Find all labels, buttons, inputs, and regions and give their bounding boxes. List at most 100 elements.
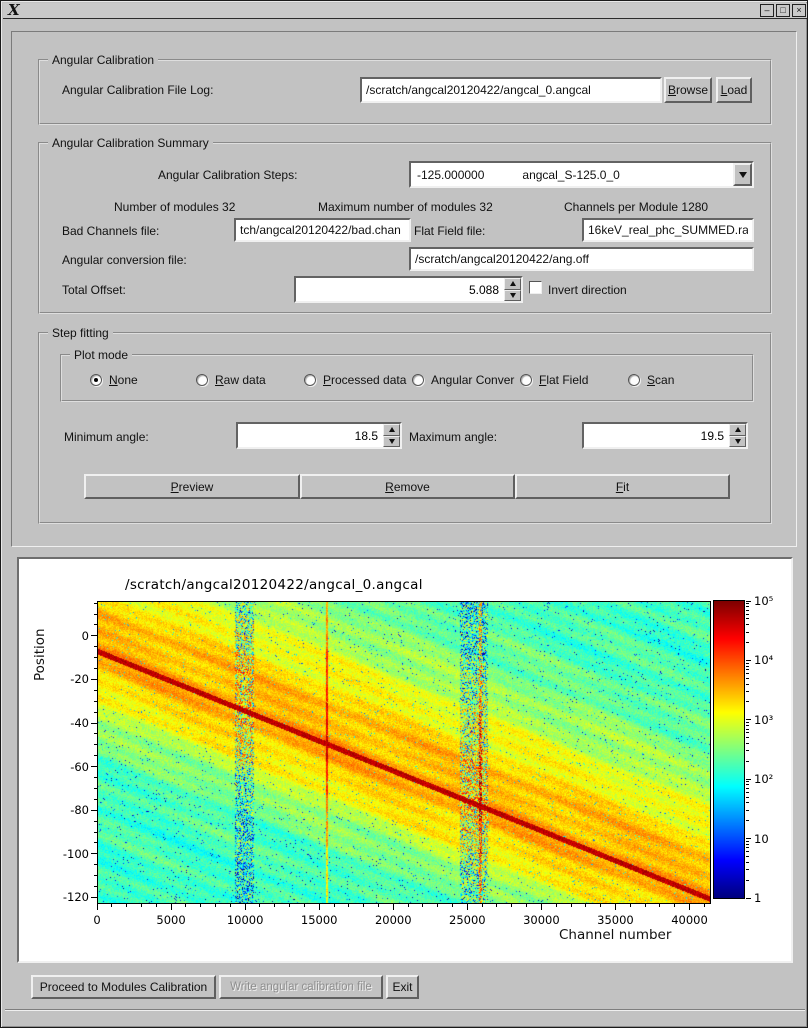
group-title-angular-calibration: Angular Calibration	[48, 53, 159, 67]
y-axis-minor-tick	[94, 624, 97, 626]
x-axis-minor-tick	[422, 904, 424, 907]
y-axis-minor-tick	[94, 646, 97, 648]
colorbar-minor-tick	[746, 673, 749, 675]
flat-field-label: Flat Field file:	[414, 224, 486, 238]
y-axis-minor-tick	[94, 798, 97, 800]
colorbar-minor-tick	[746, 677, 749, 679]
y-tick-label: -20	[70, 672, 89, 687]
spin-down-button[interactable]	[383, 435, 400, 447]
colorbar-minor-tick	[746, 760, 749, 762]
colorbar-minor-tick	[746, 725, 749, 727]
y-axis-tick	[91, 809, 97, 811]
x-axis-tick	[614, 904, 616, 910]
radio-label-angular-conversion: Angular Conver	[431, 373, 515, 387]
min-angle-input[interactable]	[238, 424, 383, 447]
steps-value-number: -125.000000	[417, 167, 485, 182]
y-axis-tick	[91, 722, 97, 724]
colorbar-minor-tick	[746, 787, 749, 789]
y-axis-minor-tick	[94, 886, 97, 888]
colorbar-minor-tick	[746, 843, 749, 845]
file-log-input[interactable]	[360, 77, 662, 103]
radio-plot-mode-raw-data[interactable]: Raw data	[196, 373, 266, 387]
x-axis-tick	[96, 904, 98, 910]
radio-plot-mode-none[interactable]: None	[90, 373, 138, 387]
colorbar-minor-tick	[746, 809, 749, 811]
spin-down-button[interactable]	[504, 289, 521, 301]
y-axis-minor-tick	[94, 657, 97, 659]
radio-plot-mode-scan[interactable]: Scan	[628, 373, 674, 387]
colorbar-minor-tick	[746, 784, 749, 786]
close-button[interactable]: ×	[792, 4, 806, 17]
x-axis-minor-tick	[363, 904, 365, 907]
min-angle-label: Minimum angle:	[64, 430, 149, 444]
colorbar-minor-tick	[746, 669, 749, 671]
statusbar	[5, 1009, 805, 1025]
colorbar-minor-tick	[746, 737, 749, 739]
colorbar-minor-tick	[746, 796, 749, 798]
radio-label-raw-data: Raw data	[215, 373, 266, 387]
invert-direction-checkbox[interactable]	[529, 281, 542, 294]
y-axis-tick	[91, 635, 97, 637]
y-axis-minor-tick	[94, 787, 97, 789]
colorbar-minor-tick	[746, 847, 749, 849]
minimize-button[interactable]: –	[760, 4, 774, 17]
proceed-button[interactable]: Proceed to Modules Calibration	[31, 975, 216, 999]
colorbar-tick-label: 10⁵	[754, 594, 774, 608]
colorbar-minor-tick	[746, 728, 749, 730]
radio-plot-mode-angular-conversion[interactable]: Angular Conver	[412, 373, 514, 387]
colorbar-tick-label: 10³	[754, 712, 774, 727]
y-axis-minor-tick	[94, 700, 97, 702]
x-axis-tick	[466, 904, 468, 910]
spin-down-button[interactable]	[729, 435, 746, 447]
spin-up-button[interactable]	[729, 424, 746, 436]
x-axis-tick	[689, 904, 691, 910]
x-axis-tick	[318, 904, 320, 910]
combobox-dropdown-button[interactable]	[733, 163, 752, 186]
file-log-label: Angular Calibration File Log:	[62, 83, 214, 97]
spin-up-button[interactable]	[383, 424, 400, 436]
flat-field-input[interactable]	[582, 218, 754, 242]
colorbar-minor-tick	[746, 665, 749, 667]
bad-channels-label: Bad Channels file:	[62, 224, 160, 238]
y-axis-minor-tick	[94, 689, 97, 691]
y-tick-label: -100	[62, 846, 89, 861]
colorbar-minor-tick	[746, 820, 749, 822]
x-axis-minor-tick	[585, 904, 587, 907]
x-axis-minor-tick	[481, 904, 483, 907]
y-axis-minor-tick	[94, 613, 97, 615]
steps-combobox[interactable]: -125.000000 angcal_S-125.0_0	[409, 161, 754, 188]
max-modules-text: Maximum number of modules 32	[318, 200, 493, 214]
total-offset-input[interactable]	[296, 278, 504, 301]
spin-up-button[interactable]	[504, 278, 521, 290]
colorbar-minor-tick	[746, 603, 749, 605]
colorbar-minor-tick	[746, 618, 749, 620]
x-axis-minor-tick	[496, 904, 498, 907]
colorbar-tick	[746, 600, 751, 602]
radio-plot-mode-flat-field[interactable]: Flat Field	[520, 373, 588, 387]
angular-conversion-input[interactable]	[409, 247, 754, 271]
arrow-up-icon	[734, 427, 741, 433]
heatmap-canvas	[97, 601, 711, 904]
max-angle-spinbox	[582, 422, 748, 449]
x-axis-minor-tick	[600, 904, 602, 907]
x-axis-minor-tick	[629, 904, 631, 907]
bad-channels-input[interactable]	[234, 218, 411, 242]
colorbar-minor-tick	[746, 840, 749, 842]
max-angle-input[interactable]	[584, 424, 729, 447]
group-title-plot-mode: Plot mode	[70, 348, 133, 362]
spinner-arrows	[383, 424, 400, 447]
radio-plot-mode-processed-data[interactable]: Processed data	[304, 373, 406, 387]
arrow-down-icon	[388, 438, 395, 444]
titlebar[interactable]: X – □ ×	[3, 1, 807, 19]
maximize-button[interactable]: □	[776, 4, 790, 17]
x-axis-minor-tick	[452, 904, 453, 907]
exit-button[interactable]: Exit	[386, 975, 419, 999]
write-calibration-button[interactable]: Write angular calibration file	[219, 975, 383, 999]
colorbar-minor-tick	[746, 750, 749, 752]
